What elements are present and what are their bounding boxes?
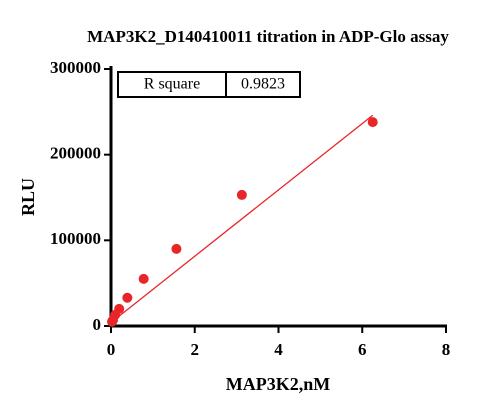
x-tick-label: 2 [191, 340, 200, 359]
data-point [138, 273, 149, 284]
data-point [114, 303, 125, 314]
annotation-label: R square [144, 76, 200, 93]
x-tick-label: 4 [274, 340, 283, 359]
y-tick-label: 200000 [50, 144, 101, 163]
y-tick-label: 100000 [50, 229, 101, 248]
data-point [367, 117, 378, 128]
annotation-box [117, 71, 301, 98]
x-tick-label: 6 [358, 340, 367, 359]
data-point [122, 292, 133, 303]
x-axis-label: MAP3K2,nM [226, 374, 330, 394]
fit-line [110, 114, 374, 324]
y-axis-label: RLU [18, 178, 38, 216]
chart-title: MAP3K2_D140410011 titration in ADP-Glo a… [87, 27, 449, 46]
y-tick-label: 300000 [50, 58, 101, 77]
y-tick-label: 0 [93, 315, 102, 334]
data-point [236, 189, 247, 200]
x-tick-label: 0 [107, 340, 116, 359]
x-tick-label: 8 [442, 340, 451, 359]
data-point [171, 243, 182, 254]
annotation-value: 0.9823 [241, 76, 285, 93]
